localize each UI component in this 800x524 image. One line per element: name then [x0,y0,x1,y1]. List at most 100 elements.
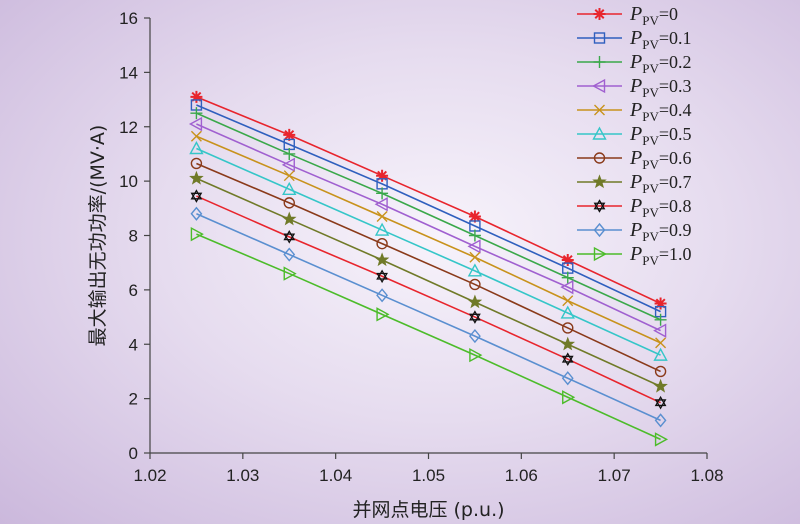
x-tick-label: 1.03 [226,466,259,485]
legend-label: PPV=0.6 [629,147,692,172]
series-9 [190,206,667,428]
legend-entry: PPV=0.2 [577,51,692,76]
series-7 [189,170,668,393]
diamond-marker [283,247,296,262]
triangle-up-marker [653,347,668,361]
y-tick-label: 2 [129,390,138,409]
series-line [196,104,661,313]
triangle-right-marker [376,307,390,322]
star-marker [374,252,390,267]
series-line [196,147,661,356]
y-tick-label: 12 [119,118,138,137]
series-4 [190,130,667,349]
asterisk-marker [283,128,296,141]
legend-label: PPV=0.2 [629,51,692,76]
series-8 [190,189,667,410]
triangle-right-marker [654,432,669,447]
triangle-right-marker [469,347,483,363]
series-line [196,233,661,441]
plot-area [188,90,669,447]
x-marker [562,295,574,307]
series-line [196,112,661,321]
x-marker [594,104,605,116]
plus-marker [654,313,667,326]
triangle-up-marker [374,222,390,236]
legend: PPV=0PPV=0.1PPV=0.2PPV=0.3PPV=0.4PPV=0.5… [577,3,692,268]
legend-entry: PPV=0.9 [577,219,692,244]
circle-marker [654,365,667,378]
star-marker [592,174,607,189]
y-tick-label: 14 [119,63,138,82]
legend-label: PPV=0.8 [629,195,692,220]
legend-entry: PPV=0.5 [577,123,692,148]
hexagram-marker [376,269,388,284]
asterisk-marker [654,297,667,310]
star-marker [560,336,576,351]
hexagram-marker [654,395,667,410]
y-tick-label: 6 [129,281,138,300]
star-marker [189,170,204,185]
star-marker [467,294,483,309]
x-marker [190,130,202,142]
circle-marker [283,197,295,209]
series-5 [189,141,668,361]
legend-label: PPV=0.9 [629,219,692,244]
series-line [196,96,661,305]
x-marker [469,251,481,263]
triangle-left-marker [560,279,574,295]
legend-label: PPV=0.5 [629,123,692,148]
diamond-marker [654,413,667,428]
legend-entry: PPV=1.0 [577,243,692,268]
y-tick-label: 8 [129,227,138,246]
legend-label: PPV=0.3 [629,75,692,100]
legend-entry: PPV=0.7 [577,171,692,196]
triangle-right-marker [562,390,576,405]
series-0 [190,90,667,310]
y-axis-title: 最大输出无功功率/(MV·A) [87,125,109,347]
circle-marker [593,152,606,164]
legend-entry: PPV=0.1 [577,27,692,52]
series-3 [188,116,667,338]
series-10 [190,226,669,447]
circle-marker [376,237,388,250]
legend-entry: PPV=0 [577,3,678,28]
legend-entry: PPV=0.3 [577,75,692,100]
x-tick-label: 1.07 [598,466,631,485]
triangle-left-marker [188,116,203,132]
triangle-left-marker [467,239,481,254]
axes: 1.02 1.03 1.04 1.05 1.06 1.07 1.08 0 2 4 6 8 10 12 14 1… [119,9,723,485]
asterisk-marker [376,169,389,182]
hexagram-marker [190,189,203,203]
x-tick-label: 1.08 [690,466,723,485]
series-2 [190,107,667,326]
x-tick-label: 1.02 [133,466,166,485]
x-marker [283,170,295,182]
triangle-up-marker [282,181,297,195]
asterisk-marker [593,8,606,20]
legend-label: PPV=0.1 [629,27,692,52]
y-tick-label: 10 [119,172,138,191]
asterisk-marker [561,253,574,266]
diamond-marker [376,288,388,303]
legend-label: PPV=0.4 [629,99,692,124]
circle-marker [190,157,203,170]
triangle-up-marker [467,263,483,277]
series-line [196,135,661,344]
triangle-left-marker [653,323,667,338]
series-line [196,195,661,404]
series-line [196,213,661,422]
series-line [196,177,661,388]
triangle-left-marker [281,157,295,172]
triangle-right-marker [283,266,297,281]
star-marker [281,211,297,226]
legend-entry: PPV=0.6 [577,147,692,172]
asterisk-marker [468,210,481,223]
plus-marker [376,187,389,200]
legend-entry: PPV=0.4 [577,99,692,124]
circle-marker [469,278,481,291]
x-axis-title: 并网点电压 (p.u.) [352,499,504,521]
plus-marker [468,229,481,242]
hexagram-marker [593,199,606,213]
x-marker [655,337,667,349]
